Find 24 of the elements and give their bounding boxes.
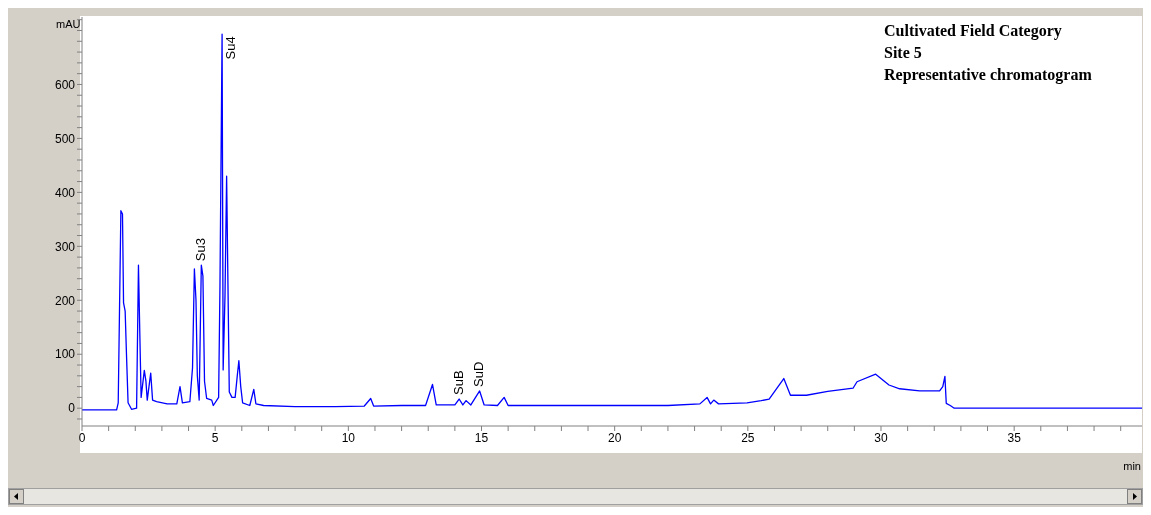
x-axis-title: min: [1123, 460, 1141, 472]
y-tick-label: 100: [54, 347, 76, 362]
y-tick-label: 600: [54, 77, 76, 92]
x-tick-label: 5: [211, 430, 219, 445]
annotation: Su4: [222, 36, 238, 60]
y-tick-label: 300: [54, 239, 76, 254]
x-tick-label: 20: [607, 430, 622, 445]
y-axis-title: mAU: [56, 18, 81, 30]
x-tick-label: 30: [874, 430, 888, 445]
x-tick-label: 15: [474, 430, 489, 445]
x-tick-label: 10: [341, 430, 356, 445]
annotation: SuD: [471, 361, 487, 387]
y-tick-label: 200: [54, 293, 76, 308]
annotation: SuB: [450, 370, 466, 396]
x-tick-label: 25: [741, 430, 755, 445]
y-tick-label: 500: [54, 131, 76, 146]
x-tick-label: 35: [1007, 430, 1022, 445]
annotation: Representative chromatogram: [884, 65, 1092, 86]
annotation: Su3: [192, 238, 208, 262]
x-tick-label: 0: [78, 430, 86, 445]
text: Site 5: [884, 43, 923, 63]
chart-title: Cultivated Field Category: [884, 21, 1063, 42]
y-tick-label: 400: [54, 185, 76, 200]
y-tick-label: 0: [68, 401, 76, 416]
